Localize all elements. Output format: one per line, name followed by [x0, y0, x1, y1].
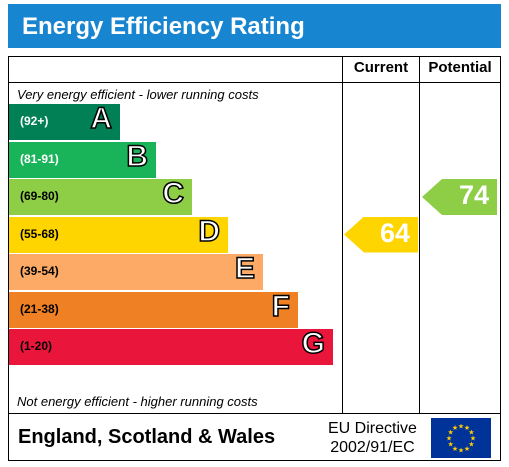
star-icon: ★ — [470, 435, 476, 443]
band-range: (69-80) — [20, 189, 59, 203]
star-icon: ★ — [468, 429, 474, 437]
band-letter: B — [126, 139, 149, 174]
band-letter: F — [271, 289, 291, 324]
directive-label: EU Directive 2002/91/EC — [328, 419, 417, 457]
star-icon: ★ — [447, 441, 453, 449]
band-letter: G — [301, 326, 326, 361]
band-range: (92+) — [20, 114, 49, 128]
star-icon: ★ — [452, 424, 458, 432]
header-divider — [8, 82, 501, 83]
region-label: England, Scotland & Wales — [18, 426, 276, 448]
star-icon: ★ — [468, 441, 474, 449]
column-divider — [342, 56, 343, 413]
footer-divider — [8, 413, 501, 414]
efficient-note: Very energy efficient - lower running co… — [17, 87, 259, 102]
band-letter: A — [90, 101, 113, 136]
page-title: Energy Efficiency Rating — [22, 13, 305, 40]
band-range: (1-20) — [20, 339, 53, 353]
star-icon: ★ — [452, 445, 458, 453]
directive-line-1: EU Directive — [328, 420, 417, 437]
band-b: (81-91) B — [9, 139, 156, 178]
eu-flag-icon: ★ ★ ★ ★ ★ ★ ★ ★ ★ ★ ★ ★ — [431, 418, 491, 458]
band-a: (92+) A — [9, 101, 120, 140]
band-range: (39-54) — [20, 264, 59, 278]
header-bar: Energy Efficiency Rating — [8, 4, 501, 48]
column-divider — [419, 56, 420, 413]
band-f: (21-38) F — [9, 289, 298, 328]
star-icon: ★ — [446, 435, 452, 443]
star-icon: ★ — [458, 423, 464, 431]
band-g: (1-20) G — [9, 326, 333, 365]
band-range: (21-38) — [20, 301, 59, 316]
directive-line-2: 2002/91/EC — [330, 439, 415, 456]
current-column-header: Current — [353, 59, 409, 76]
band-letter: D — [198, 214, 221, 249]
current-rating-value: 64 — [379, 217, 410, 248]
potential-rating-value: 74 — [458, 180, 489, 210]
inefficient-note: Not energy efficient - higher running co… — [17, 394, 258, 409]
star-icon: ★ — [458, 447, 464, 455]
star-icon: ★ — [464, 424, 470, 432]
band-e: (39-54) E — [9, 251, 263, 290]
star-icon: ★ — [464, 445, 470, 453]
star-icon: ★ — [447, 429, 453, 437]
rating-table — [8, 56, 501, 461]
potential-column-header: Potential — [428, 59, 492, 76]
band-letter: E — [234, 251, 256, 286]
band-range: (81-91) — [20, 151, 59, 166]
band-c: (69-80) C — [9, 176, 192, 215]
band-letter: C — [162, 176, 185, 211]
band-d: (55-68) D — [9, 214, 228, 253]
band-range: (55-68) — [20, 226, 59, 241]
